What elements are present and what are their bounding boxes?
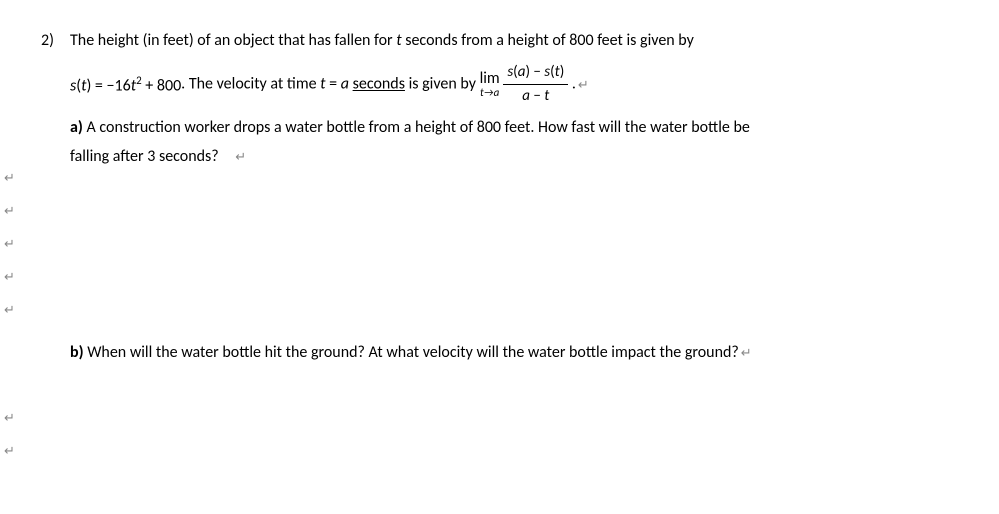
blank-line [70, 314, 959, 342]
eq-eqa: = [326, 75, 341, 94]
blank-line [70, 174, 959, 202]
margin-pmark: ↵ [4, 269, 15, 302]
part-a-text1: A construction worker drops a water bott… [83, 118, 750, 137]
blank-line [70, 286, 959, 314]
margin-pmark: ↵ [4, 203, 15, 236]
den-t: t [544, 87, 549, 105]
part-a-label: a) [70, 118, 83, 137]
blank-line [70, 399, 959, 427]
lim-sub-a: a [494, 86, 500, 99]
paragraph-mark: ↵ [578, 78, 589, 93]
part-a-text2: falling after 3 seconds? [70, 147, 219, 166]
margin-pmark: ↵ [4, 410, 15, 443]
limit-fraction: s(a) − s(t) a − t [503, 62, 568, 107]
eq-eqsign: = [91, 76, 106, 95]
intro-prefix: The height (in feet) of an object that h… [70, 31, 396, 50]
den-minus: − [530, 87, 544, 105]
margin-pmark: ↵ [4, 302, 15, 335]
eq-a: a [341, 75, 349, 94]
frac-denominator: a − t [503, 85, 568, 107]
den-a: a [522, 87, 530, 105]
problem-content: The height (in feet) of an object that h… [70, 30, 959, 427]
part-a-line2: falling after 3 seconds? ↵ [70, 146, 959, 168]
height-formula: s(t) = −16t2 + 800 [70, 73, 181, 98]
part-b-text: When will the water bottle hit the groun… [84, 343, 739, 362]
margin-pmark: ↵ [4, 443, 15, 476]
lim-subscript: t→a [480, 87, 500, 98]
blank-line [70, 202, 959, 230]
frac-numerator: s(a) − s(t) [503, 62, 568, 85]
blank-line [70, 230, 959, 258]
limit-block: lim t→a [480, 71, 500, 98]
eq-seconds: seconds [353, 75, 405, 94]
problem-container: 2) The height (in feet) of an object tha… [20, 30, 959, 427]
part-b-label: b) [70, 343, 84, 362]
eq-neg16: −16 [107, 76, 131, 95]
part-a-line1: a) A construction worker drops a water b… [70, 117, 959, 139]
margin-pmark: ↵ [4, 236, 15, 269]
line2-period: . [568, 75, 576, 94]
problem-number: 2) [20, 30, 60, 427]
num-close2: ) [560, 63, 565, 81]
eq-given: is given by [405, 75, 480, 94]
equation-line: s(t) = −16t2 + 800 . The velocity at tim… [70, 62, 959, 107]
blank-line [70, 258, 959, 286]
eq-period-text: . The velocity at time [181, 75, 320, 94]
paragraph-mark: ↵ [741, 346, 752, 361]
part-b-line: b) When will the water bottle hit the gr… [70, 342, 959, 364]
lim-word: lim [480, 71, 500, 87]
intro-line: The height (in feet) of an object that h… [70, 30, 959, 52]
blank-line [70, 371, 959, 399]
lim-sub-arrow: → [484, 86, 494, 99]
paragraph-mark: ↵ [235, 150, 246, 165]
num-minus: − [530, 63, 544, 81]
intro-suffix: seconds from a height of 800 feet is giv… [402, 31, 694, 50]
margin-paragraph-marks: ↵ ↵ ↵ ↵ ↵ [4, 170, 15, 335]
margin-pmark: ↵ [4, 170, 15, 203]
margin-paragraph-marks-lower: ↵ ↵ [4, 410, 15, 476]
eq-plus800: + 800 [142, 76, 182, 95]
